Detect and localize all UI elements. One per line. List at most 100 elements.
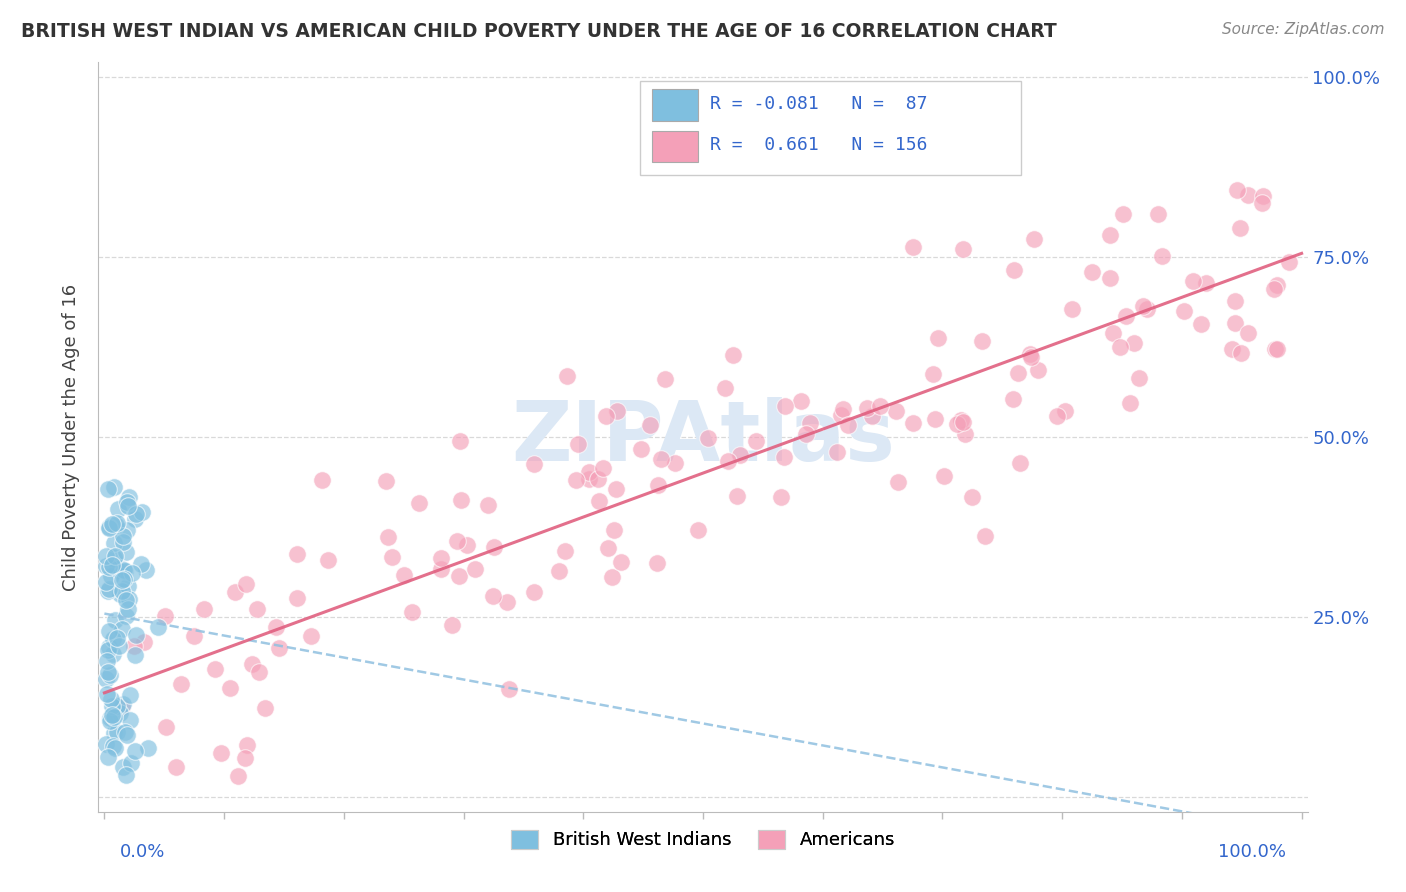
Point [1002, 263, 1025, 277]
Point [104, 613, 127, 627]
Point [103, 551, 125, 566]
Point [104, 706, 127, 721]
Point [94, 672, 117, 686]
Point [98, 711, 121, 725]
Point [1136, 302, 1159, 317]
Point [725, 489, 748, 503]
Point [1007, 366, 1029, 380]
Point [555, 368, 578, 383]
Point [832, 402, 855, 417]
Point [226, 769, 249, 783]
Point [94, 558, 117, 573]
Point [903, 240, 925, 254]
Point [696, 431, 718, 445]
Point [730, 448, 752, 462]
Point [498, 681, 520, 696]
Point [104, 517, 127, 532]
Point [267, 640, 290, 655]
Point [107, 501, 129, 516]
Point [1230, 346, 1253, 360]
Point [169, 677, 191, 691]
Point [104, 741, 127, 756]
Point [235, 750, 257, 764]
Point [638, 417, 661, 432]
Point [110, 587, 132, 601]
Point [146, 620, 169, 634]
Point [477, 498, 499, 512]
Point [121, 566, 143, 580]
Point [949, 412, 972, 426]
Point [554, 543, 576, 558]
Point [606, 404, 628, 418]
Point [1265, 342, 1288, 356]
Point [287, 591, 309, 605]
Point [97, 665, 120, 679]
Point [1181, 274, 1204, 288]
Point [450, 493, 472, 508]
Point [790, 393, 813, 408]
Point [953, 427, 976, 442]
Point [401, 605, 423, 619]
Point [381, 550, 404, 565]
Point [115, 544, 138, 558]
Text: ZIPAtlas: ZIPAtlas [510, 397, 896, 477]
Point [588, 494, 610, 508]
Point [117, 500, 139, 514]
Point [1026, 363, 1049, 377]
Point [111, 622, 134, 636]
Point [523, 584, 546, 599]
Point [1237, 187, 1260, 202]
Point [165, 760, 187, 774]
Point [124, 648, 146, 663]
Legend: British West Indians, Americans: British West Indians, Americans [503, 822, 903, 856]
Point [1223, 316, 1246, 330]
Point [745, 434, 768, 448]
Point [125, 507, 148, 521]
Point [114, 564, 136, 578]
Point [111, 697, 134, 711]
Point [721, 348, 744, 362]
Point [235, 577, 257, 591]
Point [547, 565, 569, 579]
Point [1265, 278, 1288, 293]
Point [111, 573, 134, 587]
Point [204, 662, 226, 676]
Point [104, 549, 127, 563]
Point [103, 726, 125, 740]
Point [449, 568, 471, 582]
Point [98, 668, 121, 682]
Point [869, 399, 891, 413]
Point [1150, 249, 1173, 263]
Text: BRITISH WEST INDIAN VS AMERICAN CHILD POVERTY UNDER THE AGE OF 16 CORRELATION CH: BRITISH WEST INDIAN VS AMERICAN CHILD PO… [21, 22, 1057, 41]
Point [108, 640, 131, 654]
Point [114, 592, 136, 607]
Point [105, 563, 128, 577]
Point [118, 688, 141, 702]
Point [101, 517, 124, 532]
Point [1226, 182, 1249, 196]
Point [446, 533, 468, 548]
Point [224, 585, 246, 599]
Point [120, 756, 142, 770]
Point [98, 714, 121, 728]
Point [264, 620, 287, 634]
Point [135, 563, 157, 577]
Text: Source: ZipAtlas.com: Source: ZipAtlas.com [1222, 22, 1385, 37]
Point [115, 728, 138, 742]
Point [209, 747, 232, 761]
Point [901, 416, 924, 430]
Point [253, 701, 276, 715]
Point [1108, 340, 1130, 354]
Point [772, 450, 794, 465]
Point [1060, 302, 1083, 317]
Point [97, 643, 120, 657]
Point [124, 744, 146, 758]
Point [862, 409, 884, 424]
Point [101, 647, 124, 661]
Point [952, 243, 974, 257]
Point [392, 568, 415, 582]
Point [114, 725, 136, 739]
Point [98, 582, 121, 596]
Point [464, 562, 486, 576]
Point [98, 521, 121, 535]
